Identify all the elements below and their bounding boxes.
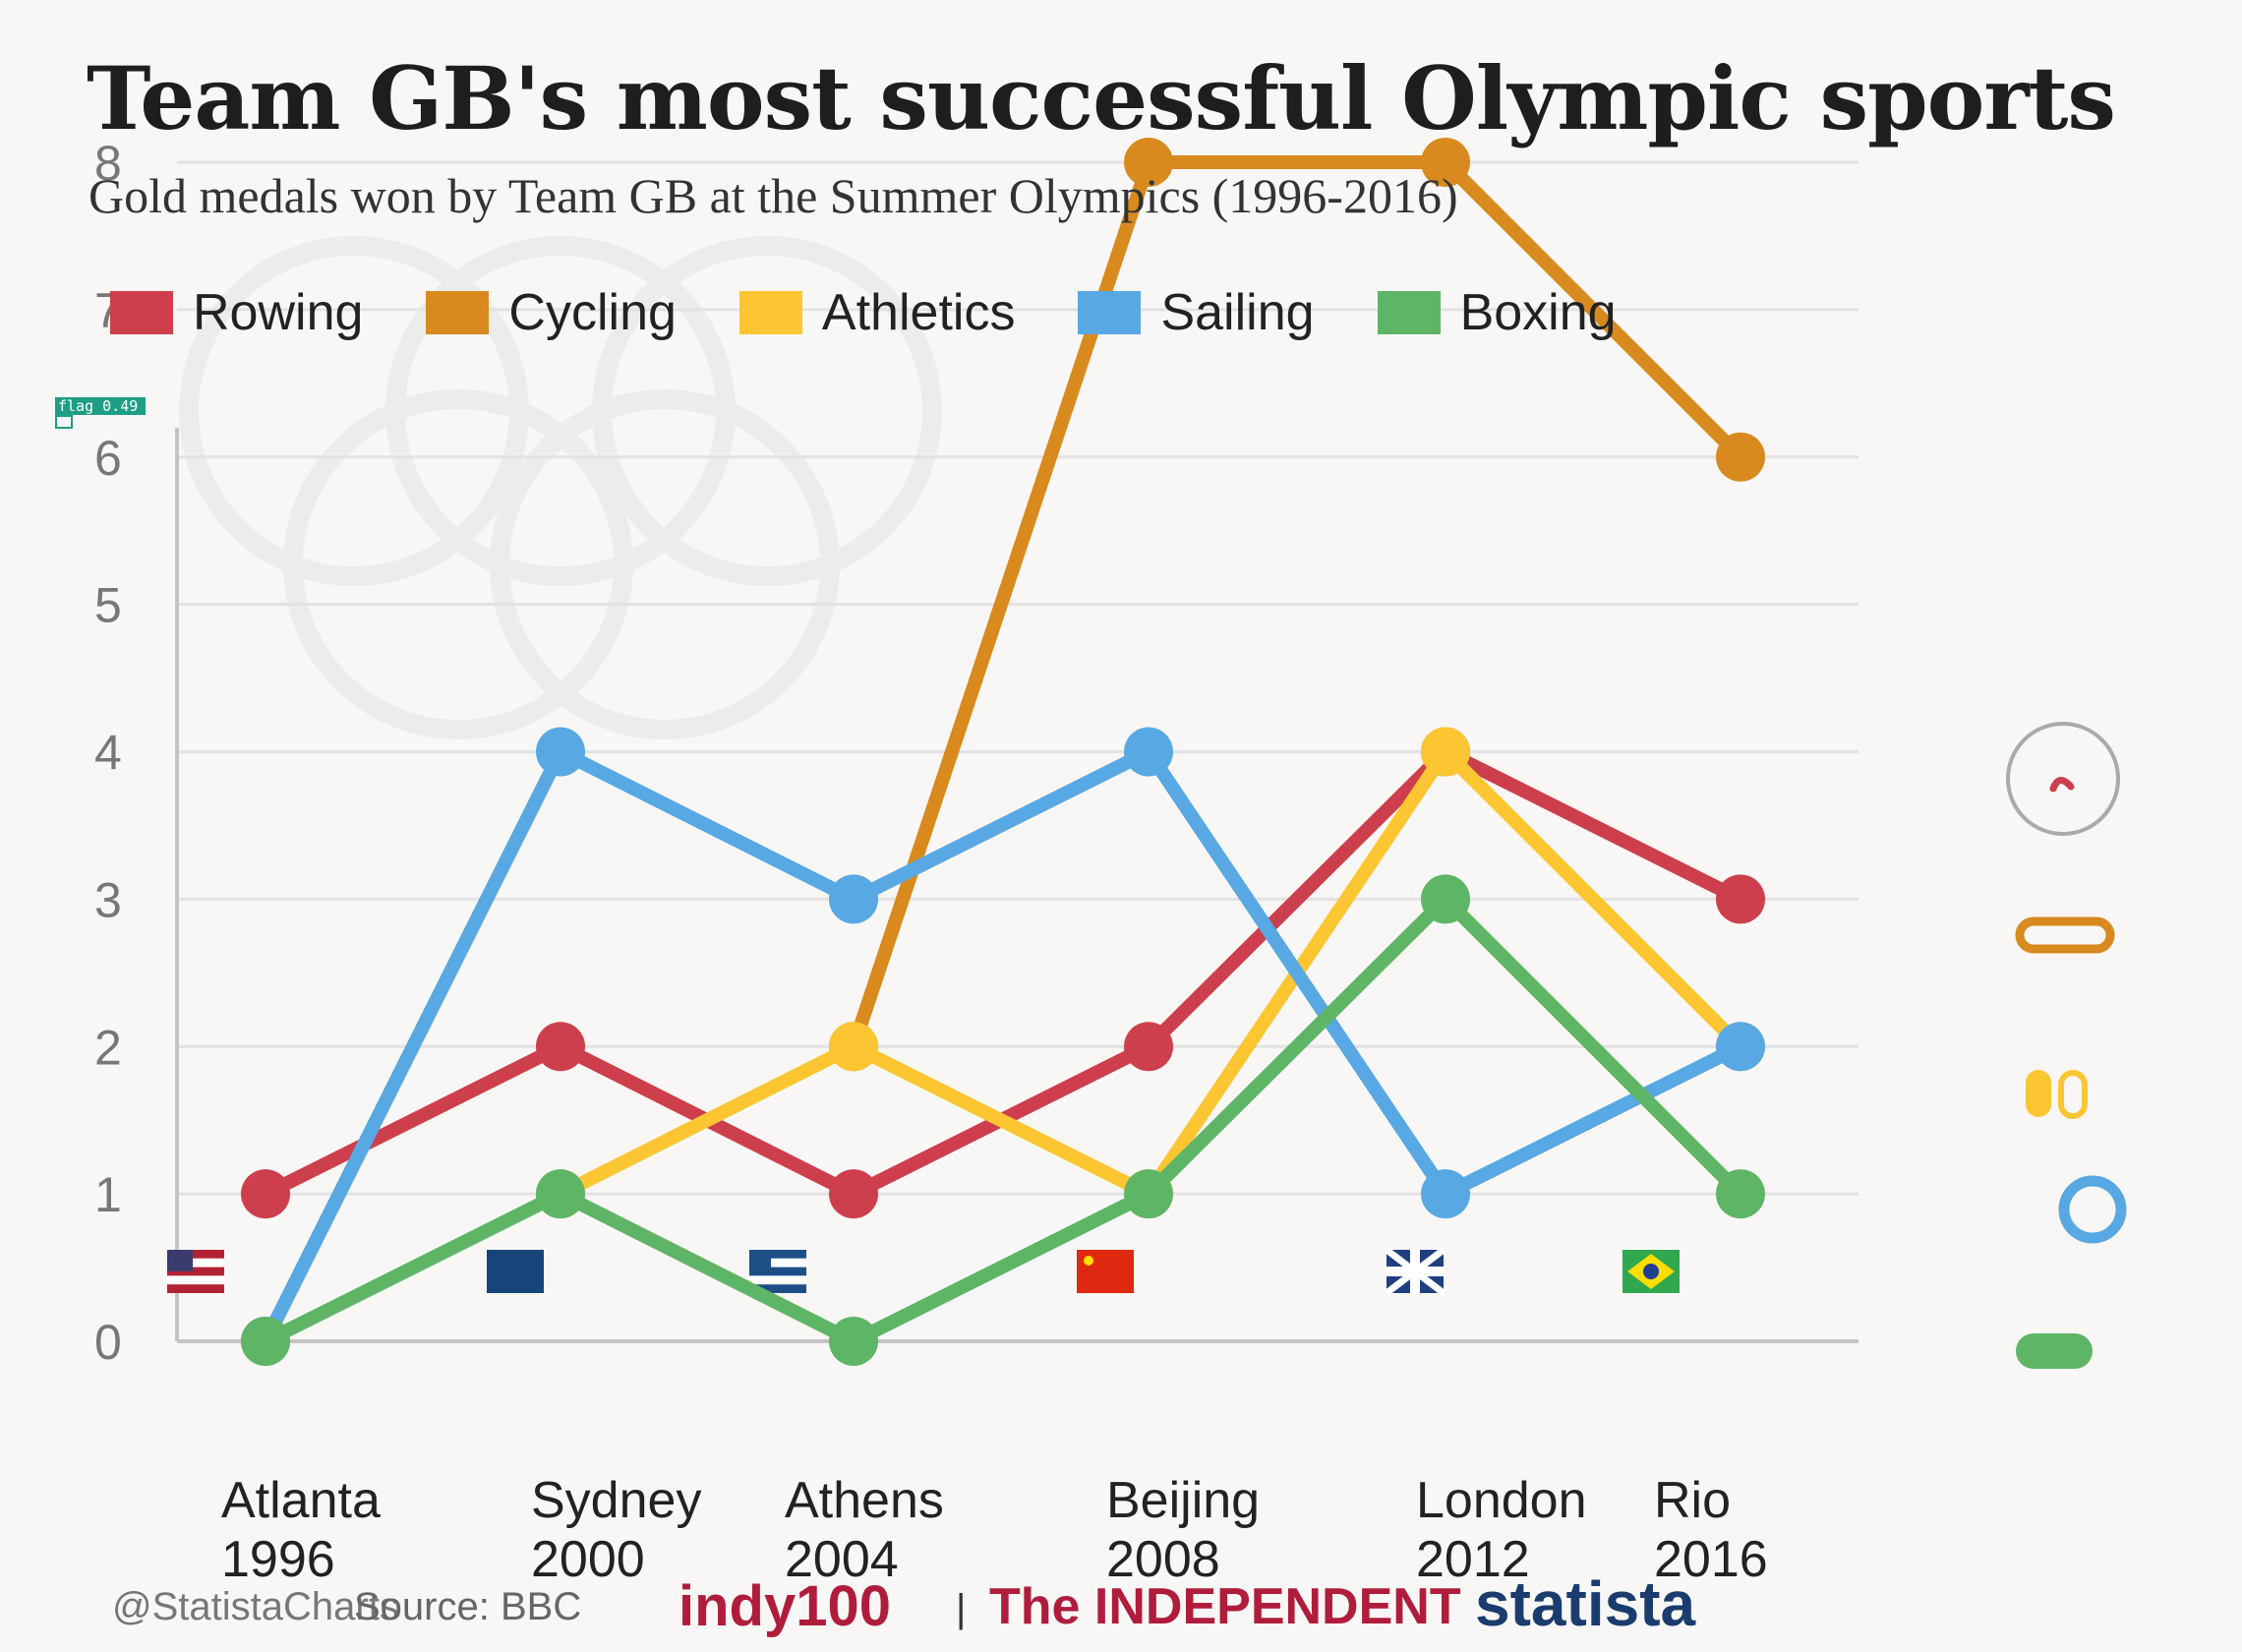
source-text: Source: BBC	[354, 1585, 582, 1628]
data-point-athletics	[829, 1022, 878, 1072]
legend-swatch	[1078, 291, 1142, 334]
flag-uk-icon	[1384, 1247, 1446, 1296]
legend-swatch	[738, 291, 802, 334]
y-tick-label: 0	[94, 1315, 122, 1370]
y-tick-label: 5	[94, 578, 122, 633]
data-point-sailing	[536, 727, 585, 777]
data-point-cycling	[1421, 138, 1470, 187]
legend-item-boxing: Boxing	[1377, 283, 1617, 342]
data-point-boxing	[1716, 1169, 1765, 1219]
data-point-cycling	[1124, 138, 1173, 187]
legend-swatch	[1377, 291, 1441, 334]
legend-item-cycling: Cycling	[426, 283, 677, 342]
x-tick-label: London 2012	[1416, 1472, 1587, 1588]
data-point-boxing	[1124, 1169, 1173, 1219]
y-tick-label: 1	[94, 1167, 122, 1222]
legend-swatch	[426, 291, 490, 334]
series-line-sailing	[259, 744, 1744, 1345]
x-tick-label: Atlanta 1996	[221, 1472, 381, 1588]
legend-item-athletics: Athletics	[738, 283, 1016, 342]
series-boxing	[241, 874, 1765, 1366]
rowing-icon	[2006, 722, 2120, 836]
y-tick-label: 8	[94, 136, 122, 191]
data-point-boxing	[829, 1317, 878, 1366]
legend-label: Sailing	[1160, 284, 1315, 341]
data-point-boxing	[536, 1169, 585, 1219]
data-point-rowing	[829, 1169, 878, 1219]
footer: @StatistaCharts Source: BBC indy100 | Th…	[0, 1568, 2242, 1642]
olympic-rings-watermark	[179, 236, 942, 739]
y-tick-label: 2	[94, 1020, 122, 1075]
data-point-rowing	[241, 1169, 290, 1219]
independent-logo: The INDEPENDENT	[989, 1578, 1461, 1635]
legend-swatch	[110, 291, 173, 334]
data-point-sailing	[1421, 1169, 1470, 1219]
data-point-rowing	[536, 1022, 585, 1072]
series-line-boxing	[262, 892, 1745, 1348]
detection-label: flag 0.49	[55, 397, 146, 415]
data-point-sailing	[1716, 1022, 1765, 1072]
data-point-rowing	[1124, 1022, 1173, 1072]
chart-legend: Rowing Cycling Athletics Sailing Boxing	[110, 283, 1680, 342]
legend-label: Athletics	[821, 284, 1016, 341]
flag-greece-icon	[749, 1250, 806, 1293]
y-tick-label: 4	[94, 726, 122, 781]
credit-text: @StatistaCharts	[112, 1585, 399, 1628]
boxing-icon	[2016, 1333, 2093, 1369]
statista-logo: statista	[1475, 1568, 1696, 1639]
logo-separator: |	[956, 1587, 967, 1630]
legend-label: Boxing	[1459, 284, 1617, 341]
chart-title: Team GB's most successful Olympic sports	[87, 47, 2116, 149]
indy100-logo: indy100	[678, 1574, 891, 1638]
x-tick-label: Rio 2016	[1654, 1472, 1768, 1588]
y-tick-label: 3	[94, 872, 122, 927]
cycling-icon	[2015, 916, 2115, 954]
data-point-boxing	[241, 1317, 290, 1366]
x-tick-label: Athens 2004	[785, 1472, 944, 1588]
data-point-rowing	[1716, 874, 1765, 924]
athletics-icon	[2026, 1070, 2088, 1119]
chart-subtitle: Gold medals won by Team GB at the Summer…	[88, 168, 1458, 223]
detection-box	[55, 415, 73, 429]
y-tick-label: 6	[94, 431, 122, 486]
sailing-icon	[2058, 1175, 2127, 1244]
data-point-athletics	[1421, 727, 1470, 777]
flag-australia-icon	[487, 1250, 544, 1293]
x-tick-label: Beijing 2008	[1106, 1472, 1260, 1588]
series-athletics	[536, 727, 1765, 1219]
flag-usa-icon	[167, 1250, 224, 1293]
legend-label: Cycling	[508, 284, 677, 341]
flag-brazil-icon	[1622, 1250, 1680, 1293]
data-point-sailing	[1124, 727, 1173, 777]
data-point-boxing	[1421, 874, 1470, 924]
legend-item-sailing: Sailing	[1078, 283, 1315, 342]
legend-item-rowing: Rowing	[110, 283, 363, 342]
data-point-cycling	[1716, 432, 1765, 482]
flag-china-icon	[1077, 1250, 1134, 1293]
legend-label: Rowing	[193, 284, 364, 341]
data-point-sailing	[829, 874, 878, 924]
series-line-cycling	[847, 155, 1745, 1049]
x-tick-label: Sydney 2000	[531, 1472, 701, 1588]
